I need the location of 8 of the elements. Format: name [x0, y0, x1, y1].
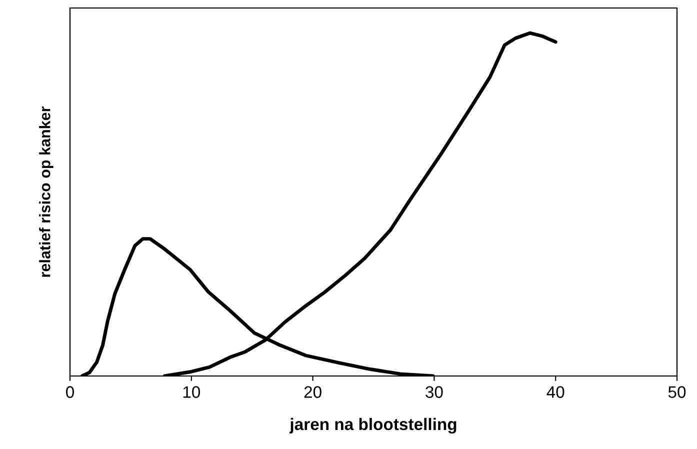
x-tick-label: 20 — [304, 386, 322, 398]
x-axis-title: jaren na blootstelling — [289, 418, 456, 434]
y-axis-title: relatief risico op kanker — [39, 106, 54, 277]
x-tick-label: 50 — [668, 386, 686, 398]
x-tick-label: 0 — [66, 386, 74, 398]
x-tick-label: 30 — [426, 386, 443, 398]
x-tick-label: 40 — [546, 386, 564, 398]
x-tick-label: 10 — [183, 386, 200, 398]
